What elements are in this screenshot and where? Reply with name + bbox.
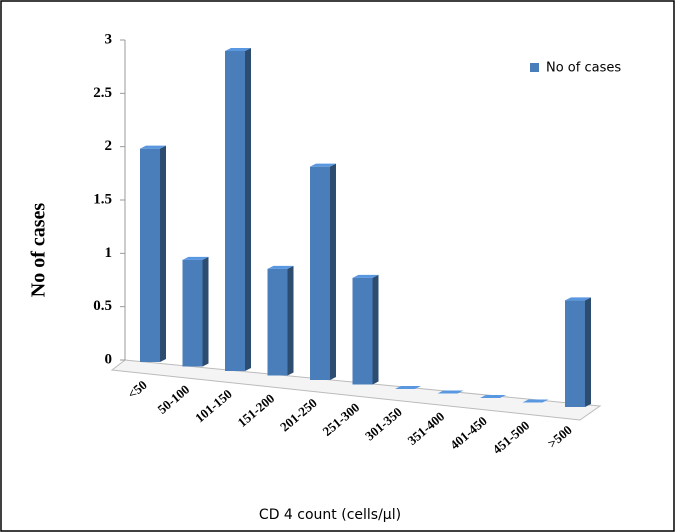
bar-side	[245, 48, 251, 371]
bar	[522, 399, 549, 403]
bar-top	[310, 163, 336, 167]
y-tick-label: 0	[105, 351, 113, 367]
bar	[225, 48, 251, 371]
y-tick-label: 3	[105, 31, 113, 47]
bar	[267, 265, 294, 376]
bar-side	[585, 297, 591, 407]
y-tick-label: 2	[105, 138, 113, 154]
bar-top	[395, 386, 421, 389]
bar-front	[267, 268, 288, 376]
bar-top	[352, 274, 379, 278]
floor	[110, 359, 602, 421]
bar-side	[330, 163, 336, 380]
bar-side	[202, 256, 209, 367]
y-tick-label: 0.5	[93, 298, 112, 314]
legend-label: No of cases	[546, 61, 621, 76]
bar-top	[225, 48, 251, 51]
bar-side	[372, 274, 379, 385]
y-tick-label: 2.5	[93, 85, 112, 101]
bar	[310, 163, 336, 380]
bar	[182, 256, 209, 367]
y-tick-label: 1	[105, 245, 113, 261]
bar	[140, 145, 166, 362]
bar-front	[182, 259, 203, 367]
bar-top	[480, 395, 506, 398]
bar-front	[225, 51, 245, 371]
bar-front	[310, 166, 330, 380]
bar-top	[182, 256, 209, 260]
bar-top	[565, 297, 591, 301]
bar-front	[565, 300, 585, 407]
bar-top	[140, 145, 166, 149]
y-axis-title: No of cases	[28, 203, 50, 298]
bar-side	[287, 265, 294, 376]
bar	[437, 390, 464, 394]
bar-side	[160, 145, 166, 362]
x-axis-title: CD 4 count (cells/µl)	[259, 507, 401, 523]
legend-swatch	[530, 63, 539, 72]
bar-front	[352, 277, 373, 385]
y-tick-label: 1.5	[93, 191, 112, 207]
bar	[395, 386, 421, 389]
bar	[352, 274, 379, 385]
bar-top	[267, 265, 294, 269]
bar-top	[437, 390, 464, 394]
bar-front	[140, 148, 160, 362]
bar	[480, 395, 506, 398]
bar	[565, 297, 591, 407]
bar-top	[522, 399, 549, 403]
